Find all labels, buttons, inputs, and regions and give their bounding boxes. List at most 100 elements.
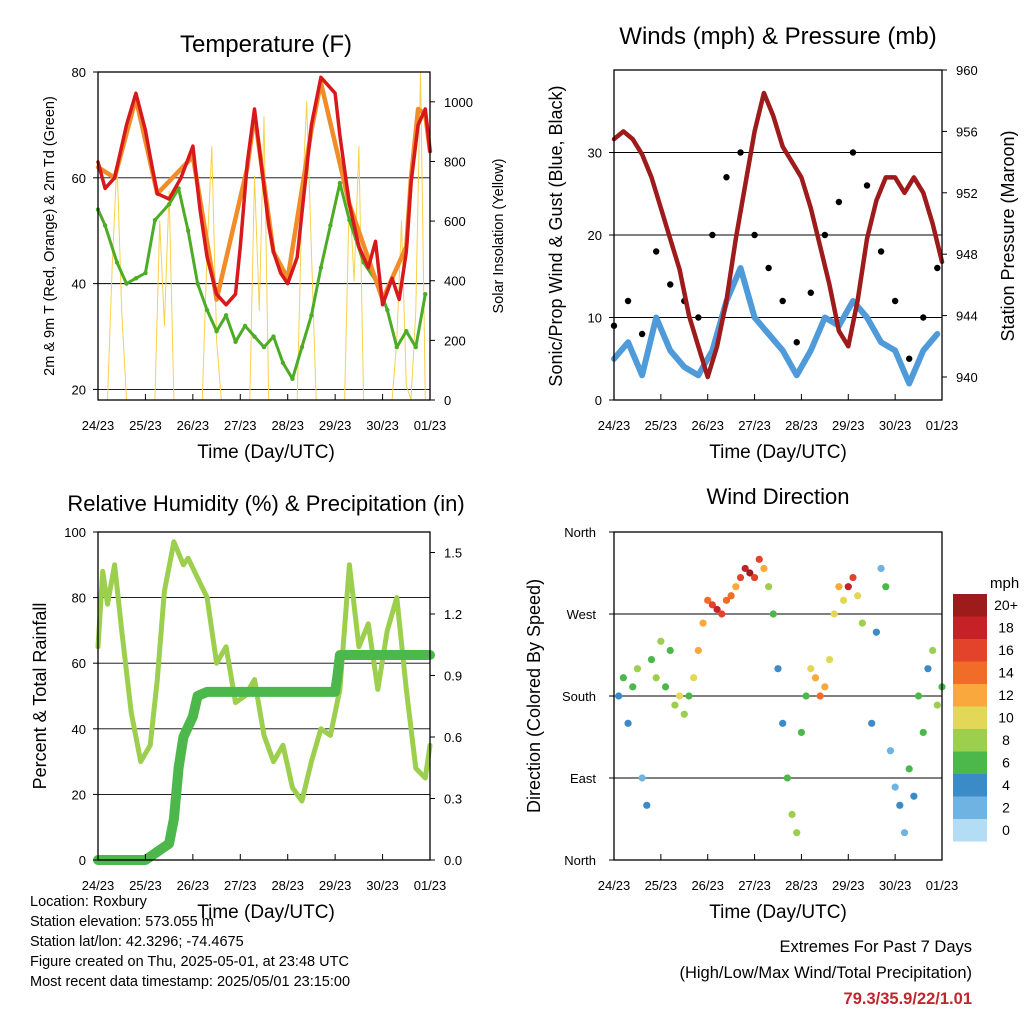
x-tick-label: 26/23 [691, 418, 724, 433]
station-elevation: Station elevation: 573.055 m [30, 914, 214, 930]
relative-humidity-line [95, 539, 433, 804]
humidity-ylabel: Percent & Total Rainfall [30, 603, 50, 790]
x-tick-label: 29/23 [319, 418, 352, 433]
temperature-ylabel-right: Solar Insolation (Yellow) [491, 158, 507, 313]
winds-xlabel: Time (Day/UTC) [709, 442, 847, 463]
colorbar-label: 6 [1002, 755, 1010, 771]
colorbar-label: 16 [998, 642, 1014, 658]
x-tick-label: 28/23 [271, 418, 304, 433]
y-tick-label-right: 400 [444, 274, 466, 289]
station-location: Location: Roxbury [30, 894, 147, 910]
y-tick-label-right: 0.6 [444, 730, 462, 745]
dewpoint-point [152, 217, 158, 223]
x-tick-label: 29/23 [832, 418, 865, 433]
dewpoint-point [423, 291, 428, 297]
direction-point [661, 683, 670, 691]
dewpoint-point [337, 180, 343, 186]
direction-point [774, 665, 782, 673]
direction-point [872, 628, 881, 636]
direction-point [924, 665, 932, 673]
gust-point [667, 281, 674, 288]
direction-point [854, 592, 862, 600]
colorbar-label: 2 [1002, 800, 1010, 816]
gust-point [934, 264, 941, 272]
dewpoint-point [204, 307, 210, 313]
colorbar-label: 8 [1002, 732, 1010, 748]
x-tick-label: 27/23 [224, 878, 257, 893]
colorbar-swatch [953, 729, 987, 752]
dewpoint-point [271, 334, 276, 339]
humidity-title: Relative Humidity (%) & Precipitation (i… [67, 491, 464, 516]
direction-point [910, 792, 918, 800]
direction-point [877, 564, 885, 573]
y-tick-label-right: 952 [956, 186, 978, 201]
direction-point [802, 692, 810, 700]
figure-created: Figure created on Thu, 2025-05-01, at 23… [30, 954, 349, 970]
direction-point [671, 701, 679, 709]
direction-point [699, 619, 707, 627]
y-tick-label: 20 [72, 787, 86, 802]
x-tick-label: 25/23 [129, 878, 162, 893]
dewpoint-point [223, 313, 229, 318]
extremes-title: Extremes For Past 7 Days [779, 938, 972, 956]
station-latlon: Station lat/lon: 42.3296; -74.4675 [30, 934, 244, 950]
direction-point [657, 637, 665, 645]
direction-point [788, 810, 796, 819]
wind-direction-panel: Wind Direction NorthEastSouthWestNorth24… [524, 484, 1019, 923]
x-tick-label: 24/23 [82, 878, 115, 893]
y-tick-label: 60 [72, 656, 86, 671]
winds-ylabel: Sonic/Prop Wind & Gust (Blue, Black) [546, 85, 566, 386]
direction-point [849, 573, 857, 582]
dewpoint-point [242, 323, 248, 329]
y-tick-label: 10 [588, 311, 602, 326]
gust-point [849, 149, 857, 156]
direction-point [830, 610, 838, 618]
colorbar-swatch [953, 661, 987, 684]
colorbar-swatch [953, 594, 987, 617]
direction-point [755, 555, 763, 563]
direction-point [769, 610, 777, 618]
gust-point [920, 314, 927, 321]
gust-point [779, 297, 786, 305]
x-tick-label: 28/23 [271, 878, 304, 893]
x-tick-label: 27/23 [738, 878, 771, 893]
dewpoint-point [214, 329, 219, 334]
colorbar-swatch [953, 796, 987, 819]
extremes-subtitle: (High/Low/Max Wind/Total Precipitation) [679, 964, 972, 982]
colorbar-label: 20+ [994, 597, 1018, 613]
dewpoint-point [328, 223, 333, 228]
colorbar-swatch [953, 684, 987, 707]
dewpoint-point [143, 270, 148, 276]
y-tick-label-right: 956 [956, 124, 978, 139]
x-tick-label: 28/23 [785, 418, 818, 433]
gust-point [807, 289, 814, 296]
direction-point [633, 665, 642, 673]
dewpoint-point [299, 344, 305, 350]
x-tick-label: 30/23 [879, 418, 912, 433]
gust-point [906, 355, 913, 362]
direction-point [919, 728, 927, 737]
dewpoint-point [124, 281, 129, 286]
dewpoint-point [347, 217, 352, 223]
solar-insolation-line [107, 71, 426, 401]
colorbar-label: 18 [998, 620, 1014, 636]
x-tick-label: 25/23 [645, 878, 678, 893]
gust-point [737, 149, 744, 156]
x-tick-label: 30/23 [879, 878, 912, 893]
direction-point [858, 619, 866, 627]
colorbar-swatch [953, 706, 987, 729]
y-tick-label: 20 [72, 382, 86, 397]
x-tick-label: 01/23 [926, 418, 959, 433]
direction-point [882, 583, 890, 591]
direction-point [741, 564, 749, 573]
dewpoint-point [114, 260, 120, 265]
x-tick-label: 01/23 [414, 878, 447, 893]
dewpoint-point [290, 376, 295, 382]
y-tick-label-right: 1.2 [444, 607, 462, 622]
direction-point [900, 829, 909, 837]
x-tick-label: 26/23 [177, 418, 210, 433]
direction-point [690, 674, 698, 682]
colorbar-swatch [953, 819, 987, 842]
winds-title: Winds (mph) & Pressure (mb) [619, 23, 936, 50]
